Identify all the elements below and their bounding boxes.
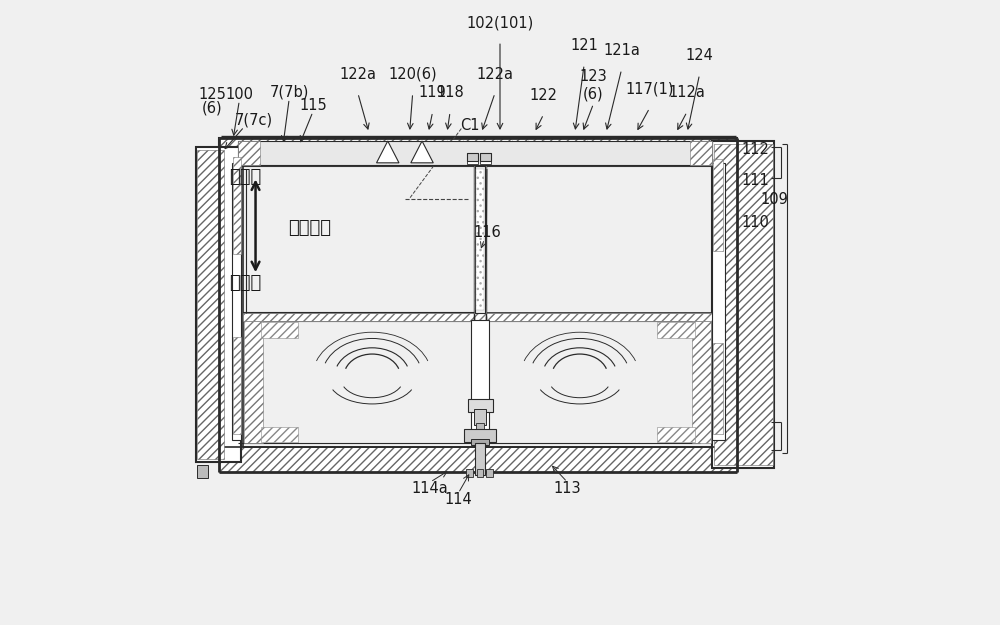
Bar <box>196 148 241 462</box>
Bar <box>468 399 493 412</box>
Bar <box>467 154 478 164</box>
Text: 118: 118 <box>436 86 464 101</box>
Bar <box>232 163 241 441</box>
Text: 116: 116 <box>474 225 501 240</box>
Bar <box>219 138 737 166</box>
Polygon shape <box>411 141 433 163</box>
Bar <box>233 157 241 254</box>
Text: 122: 122 <box>530 88 558 103</box>
Text: 122a: 122a <box>477 67 514 82</box>
Bar <box>219 138 737 166</box>
Bar <box>486 469 493 476</box>
Bar <box>690 141 712 165</box>
Bar <box>480 154 491 161</box>
Text: 125: 125 <box>198 87 226 102</box>
Text: 7(7c): 7(7c) <box>235 113 273 128</box>
Bar <box>464 429 496 442</box>
Bar <box>714 144 773 465</box>
Text: 120(6): 120(6) <box>388 67 437 82</box>
Bar <box>480 154 491 164</box>
Text: 109: 109 <box>760 191 788 206</box>
Bar <box>476 169 484 310</box>
Bar <box>244 321 263 444</box>
Text: 纵深方向: 纵深方向 <box>288 219 331 238</box>
Bar <box>474 166 486 313</box>
Bar <box>197 465 208 478</box>
Bar <box>475 166 485 313</box>
Text: 122a: 122a <box>339 67 376 82</box>
Text: 114a: 114a <box>412 481 449 496</box>
Bar <box>712 163 724 441</box>
Text: 117(1): 117(1) <box>625 82 674 97</box>
Bar <box>243 313 712 321</box>
Text: 前面側: 前面側 <box>229 168 262 186</box>
Text: (6): (6) <box>202 101 222 116</box>
Text: 124: 124 <box>686 48 713 63</box>
Bar <box>219 447 737 471</box>
Bar <box>476 423 484 434</box>
Text: 123
(6): 123 (6) <box>580 69 607 101</box>
Bar <box>713 342 723 434</box>
Bar <box>238 141 712 165</box>
Polygon shape <box>377 141 399 163</box>
Text: 7(7b): 7(7b) <box>270 85 309 100</box>
Bar <box>471 439 489 446</box>
Bar <box>657 427 695 442</box>
Bar <box>657 322 695 338</box>
Text: 背面側: 背面側 <box>229 274 262 292</box>
Text: 110: 110 <box>742 214 770 229</box>
Text: 102(101): 102(101) <box>466 15 534 30</box>
Bar <box>466 469 473 476</box>
Bar <box>692 321 711 444</box>
Bar <box>712 141 774 468</box>
Text: 119: 119 <box>419 86 447 101</box>
Bar <box>713 159 723 251</box>
Text: C1: C1 <box>460 118 480 133</box>
Bar <box>474 409 486 425</box>
Text: 115: 115 <box>299 98 327 113</box>
Bar <box>261 427 298 442</box>
Bar <box>238 141 260 165</box>
Text: 112a: 112a <box>669 86 706 101</box>
Bar <box>475 444 485 474</box>
Bar <box>261 322 298 338</box>
Bar <box>471 319 489 434</box>
Bar <box>477 469 483 476</box>
Text: 113: 113 <box>554 481 581 496</box>
Text: 112: 112 <box>742 142 770 157</box>
Bar <box>233 337 241 434</box>
Bar <box>197 151 224 459</box>
Text: 121a: 121a <box>603 43 640 58</box>
Text: 100: 100 <box>225 87 253 102</box>
Bar <box>467 154 478 161</box>
Text: 111: 111 <box>742 173 770 188</box>
Text: 114: 114 <box>444 492 472 507</box>
Text: 121: 121 <box>570 38 598 53</box>
